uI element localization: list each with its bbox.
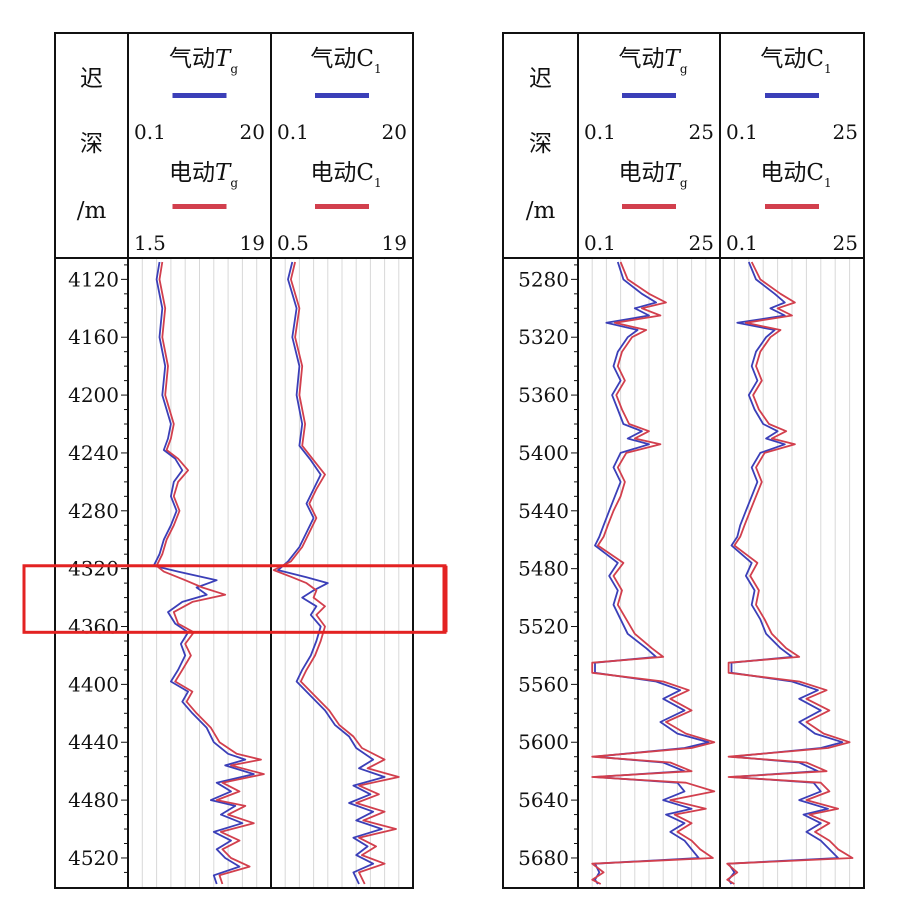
depth-tick-label: 4160 bbox=[68, 325, 119, 349]
scale-max-bottom: 25 bbox=[833, 231, 858, 255]
legend-swatch-pneumatic bbox=[622, 93, 676, 98]
legend-swatch-electric bbox=[172, 204, 227, 209]
depth-tick-label: 4360 bbox=[68, 615, 119, 639]
depth-tick-label: 5440 bbox=[518, 499, 569, 523]
curve-electric bbox=[726, 261, 854, 885]
track-title-pneumatic: 气动Tg bbox=[169, 46, 238, 76]
panel-frame bbox=[54, 32, 414, 889]
legend-swatch-pneumatic bbox=[765, 93, 819, 98]
panel-1: 迟深/m 4120 4160 4200 4240 4280 4320 4360 4400 4440… bbox=[22, 32, 448, 889]
depth-tick-label: 5640 bbox=[518, 788, 569, 812]
curve-pneumatic bbox=[594, 261, 710, 885]
curve-electric bbox=[591, 261, 716, 885]
depth-tick-label: 5280 bbox=[518, 267, 569, 291]
scale-min-bottom: 0.5 bbox=[277, 231, 309, 255]
depth-tick-label: 4240 bbox=[68, 441, 119, 465]
depth-tick-label: 4520 bbox=[68, 846, 119, 870]
depth-tick-label: 5680 bbox=[518, 846, 569, 870]
legend-swatch-pneumatic bbox=[172, 93, 227, 98]
panel-2: 迟深/m 5280 5320 5360 5400 5440 5480 5520 5560 5600… bbox=[502, 32, 865, 889]
scale-max-top: 20 bbox=[382, 120, 407, 144]
scale-max-top: 20 bbox=[240, 120, 265, 144]
depth-header-line2: 深 bbox=[80, 131, 103, 157]
depth-header-line1: 迟 bbox=[80, 66, 103, 92]
scale-min-bottom: 0.1 bbox=[584, 231, 616, 255]
depth-tick-label: 5600 bbox=[518, 730, 569, 754]
track-title-electric: 电动C1 bbox=[310, 160, 381, 190]
depth-tick-label: 4440 bbox=[68, 730, 119, 754]
scale-min-top: 0.1 bbox=[726, 120, 758, 144]
depth-header-line3: /m bbox=[526, 198, 556, 224]
scale-min-bottom: 0.1 bbox=[726, 231, 758, 255]
panel-frame bbox=[502, 32, 865, 889]
depth-tick-label: 5480 bbox=[518, 557, 569, 581]
scale-min-top: 0.1 bbox=[584, 120, 616, 144]
curve-pneumatic bbox=[152, 261, 255, 885]
legend-swatch-electric bbox=[315, 204, 369, 209]
scale-min-top: 0.1 bbox=[277, 120, 309, 144]
depth-header-line2: 深 bbox=[529, 131, 552, 157]
depth-tick-label: 4200 bbox=[68, 383, 119, 407]
depth-tick-label: 5400 bbox=[518, 441, 569, 465]
track-title-pneumatic: 气动C1 bbox=[310, 46, 381, 76]
scale-max-top: 25 bbox=[689, 120, 714, 144]
depth-tick-label: 5560 bbox=[518, 672, 569, 696]
track-title-pneumatic: 气动Tg bbox=[618, 46, 687, 76]
depth-tick-label: 4280 bbox=[68, 499, 119, 523]
depth-tick-label: 4320 bbox=[68, 557, 119, 581]
depth-tick-label: 5520 bbox=[518, 615, 569, 639]
scale-min-top: 0.1 bbox=[134, 120, 166, 144]
depth-tick-label: 4480 bbox=[68, 788, 119, 812]
depth-tick-label: 4120 bbox=[68, 267, 119, 291]
legend-swatch-electric bbox=[622, 204, 676, 209]
depth-tick-label: 5360 bbox=[518, 383, 569, 407]
curve-pneumatic bbox=[727, 261, 844, 885]
scale-max-bottom: 25 bbox=[689, 231, 714, 255]
legend-swatch-electric bbox=[765, 204, 819, 209]
curve-electric bbox=[155, 261, 265, 885]
track-title-pneumatic: 气动C1 bbox=[760, 46, 831, 76]
depth-header-line3: /m bbox=[77, 198, 107, 224]
scale-max-top: 25 bbox=[833, 120, 858, 144]
depth-tick-label: 5320 bbox=[518, 325, 569, 349]
track-title-electric: 电动Tg bbox=[169, 160, 238, 190]
track-title-electric: 电动C1 bbox=[760, 160, 831, 190]
scale-max-bottom: 19 bbox=[240, 231, 265, 255]
track-title-electric: 电动Tg bbox=[618, 160, 687, 190]
depth-tick-label: 4400 bbox=[68, 672, 119, 696]
depth-header-line1: 迟 bbox=[529, 66, 552, 92]
scale-min-bottom: 1.5 bbox=[134, 231, 166, 255]
legend-swatch-pneumatic bbox=[315, 93, 369, 98]
scale-max-bottom: 19 bbox=[382, 231, 407, 255]
